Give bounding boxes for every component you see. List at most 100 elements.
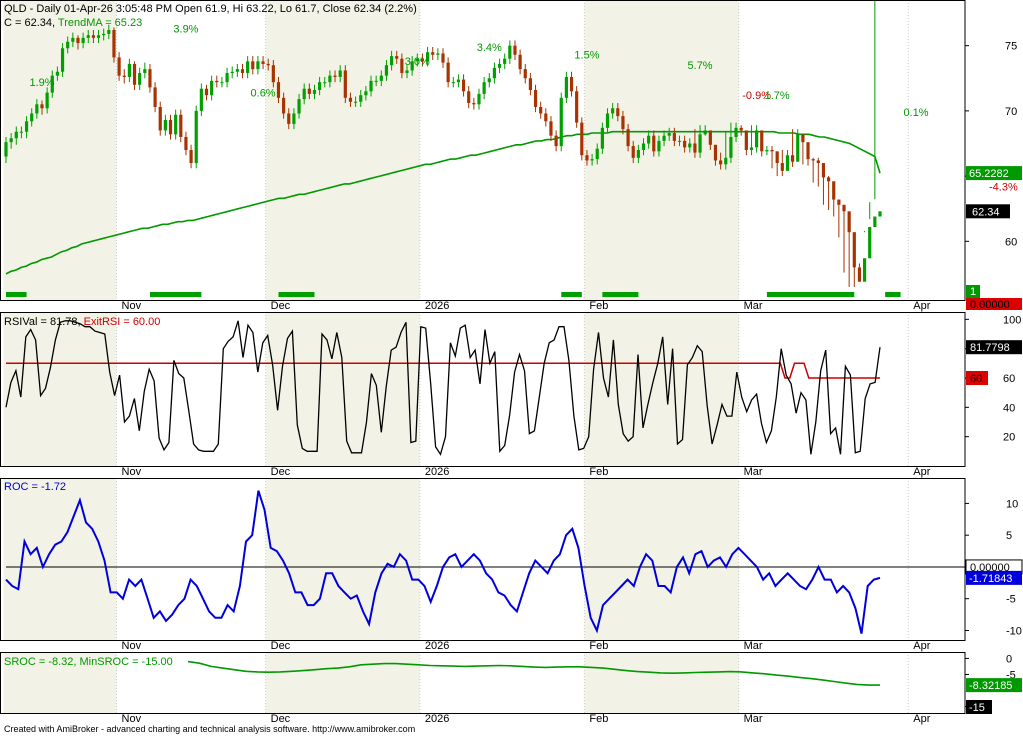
candle-body xyxy=(19,131,24,133)
percent-annotation: 0.1% xyxy=(903,107,928,119)
candle-body xyxy=(379,75,383,81)
price-header-line1: QLD - Daily 01-Apr-26 3:05:48 PM Open 61… xyxy=(4,3,417,15)
candle-body xyxy=(338,70,342,77)
candle-body xyxy=(132,63,137,85)
candle-body xyxy=(420,58,425,62)
candle-body xyxy=(215,80,219,83)
candle-body xyxy=(770,150,774,152)
candle-body xyxy=(50,75,54,93)
candle-body xyxy=(472,103,476,105)
month-label: Mar xyxy=(744,640,763,652)
candle-body xyxy=(688,143,692,148)
candle-body xyxy=(348,97,353,102)
price-tick-label: 70 xyxy=(1005,106,1017,118)
candle-body xyxy=(533,90,538,107)
candle-body xyxy=(204,88,209,96)
candle-body xyxy=(276,82,281,98)
candle-body xyxy=(138,73,142,85)
roc-panel[interactable]: -10-505100.00000-1.71843 ROC = -1.72 xyxy=(4,481,1023,637)
candle-body xyxy=(487,78,491,83)
month-band xyxy=(265,0,420,300)
month-label: Feb xyxy=(589,640,608,652)
candle-body xyxy=(760,130,764,152)
month-band xyxy=(265,652,420,713)
aux-label-top: 1 xyxy=(970,286,976,298)
candle-body xyxy=(862,258,867,282)
candle-body xyxy=(873,216,877,227)
candle-body xyxy=(436,53,440,55)
rsi-header: RSIVal = 81.78, ExitRSI = 60.00 xyxy=(4,316,160,328)
candle-body xyxy=(636,150,640,158)
candle-body xyxy=(302,88,306,100)
candle-body xyxy=(400,58,404,74)
signal-bar xyxy=(602,292,639,297)
month-label: Apr xyxy=(913,713,930,725)
candle-body xyxy=(127,63,131,77)
candle-body xyxy=(323,82,327,84)
sroc-panel[interactable]: -5 0 -8.32185 -15 SROC = -8.32, MinSROC = -… xyxy=(4,653,1022,714)
month-label: Dec xyxy=(271,713,291,725)
panel-frame xyxy=(0,478,966,641)
month-label: Mar xyxy=(744,466,763,478)
percent-annotation: -4.3% xyxy=(989,181,1018,193)
candle-body xyxy=(163,120,167,131)
candle-body xyxy=(816,160,820,164)
x-axis-labels: Nov Dec 2026 Feb Mar Apr Nov Dec 2026 Feb Mar Apr No… xyxy=(122,300,931,725)
month-label: Dec xyxy=(271,466,291,478)
candle-body xyxy=(842,204,846,212)
price-panel[interactable]: 1.9% 3.9% 0.6% 3.0% 3.4% 1.5% 5.7% -0.9%1.7% 0.1… xyxy=(4,0,1022,311)
sroc-last-box xyxy=(966,678,1022,693)
candle-body xyxy=(179,114,183,137)
candle-body xyxy=(107,30,111,34)
candle-body xyxy=(441,53,445,63)
percent-annotation: 1.5% xyxy=(574,50,599,62)
candle-body xyxy=(513,45,517,55)
candle-body xyxy=(307,88,311,94)
roc-last-box xyxy=(966,570,1022,585)
candle-body xyxy=(102,33,106,36)
candle-body xyxy=(605,113,610,128)
candle-body xyxy=(765,150,769,152)
candle-body xyxy=(425,52,430,62)
candle-body xyxy=(739,127,743,131)
candle-body xyxy=(60,48,65,72)
candle-body xyxy=(503,58,507,64)
candle-body xyxy=(225,73,229,83)
candle-body xyxy=(821,163,826,178)
candle-body xyxy=(482,82,486,94)
month-label: 2026 xyxy=(425,713,449,725)
candle-body xyxy=(508,45,512,59)
candle-body xyxy=(71,37,75,42)
candle-body xyxy=(369,80,373,92)
candle-body xyxy=(616,108,620,117)
candle-body xyxy=(523,69,527,79)
candle-body xyxy=(703,130,707,135)
sroc-lines xyxy=(187,660,880,686)
candle-body xyxy=(621,116,625,130)
candle-body xyxy=(549,121,553,136)
candles xyxy=(4,0,882,287)
candle-body xyxy=(595,148,599,160)
candle-body xyxy=(755,130,759,148)
candle-body xyxy=(847,211,851,233)
candle-body xyxy=(626,129,630,147)
signal-bar xyxy=(766,292,855,297)
candle-body xyxy=(492,67,497,79)
signal-bar xyxy=(561,292,582,297)
candle-body xyxy=(662,135,666,141)
candle-body xyxy=(86,35,90,38)
candle-body xyxy=(143,69,147,74)
candle-body xyxy=(580,122,584,156)
candle-body xyxy=(297,99,301,114)
signal-strip xyxy=(6,292,901,297)
candle-body xyxy=(446,62,450,83)
month-band xyxy=(3,478,117,640)
roc-header: ROC = -1.72 xyxy=(4,481,66,493)
percent-annotations: 1.9% 3.9% 0.6% 3.0% 3.4% 1.5% 5.7% -0.9%1.7% 0.1… xyxy=(29,24,1018,194)
candle-body xyxy=(35,104,39,114)
month-band xyxy=(584,312,739,466)
month-label: 2026 xyxy=(425,466,449,478)
month-label: Feb xyxy=(589,713,608,725)
